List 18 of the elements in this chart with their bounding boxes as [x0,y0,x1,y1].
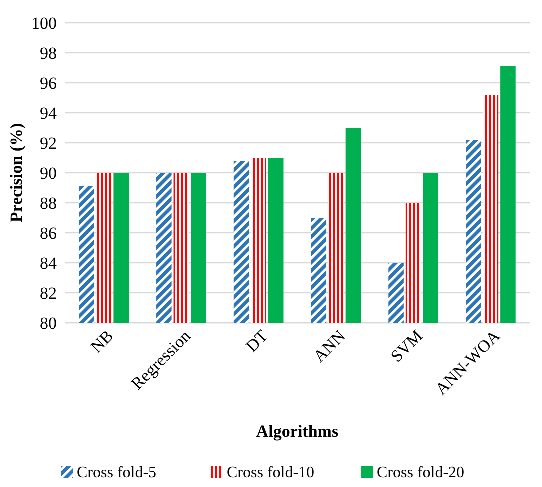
y-tick-label: 100 [32,14,57,33]
y-tick-label: 86 [40,224,57,243]
y-tick-label: 90 [40,164,57,183]
legend-label: Cross fold-10 [227,464,315,482]
y-tick-label: 94 [40,104,58,123]
x-tick-label: NB [86,326,118,357]
y-tick-label: 96 [40,74,57,93]
y-tick-label: 84 [40,254,58,273]
x-tick-label: DT [242,326,272,356]
y-tick-label: 92 [40,134,57,153]
y-axis-title: Precision (%) [7,123,26,223]
legend-label: Cross fold-5 [77,464,157,482]
legend-label: Cross fold-20 [377,464,465,482]
y-tick-label: 88 [40,194,57,213]
y-tick-label: 82 [40,284,57,303]
x-axis-title: Algorithms [256,422,339,441]
y-tick-label: 80 [40,314,57,333]
y-tick-label: 98 [40,44,57,63]
